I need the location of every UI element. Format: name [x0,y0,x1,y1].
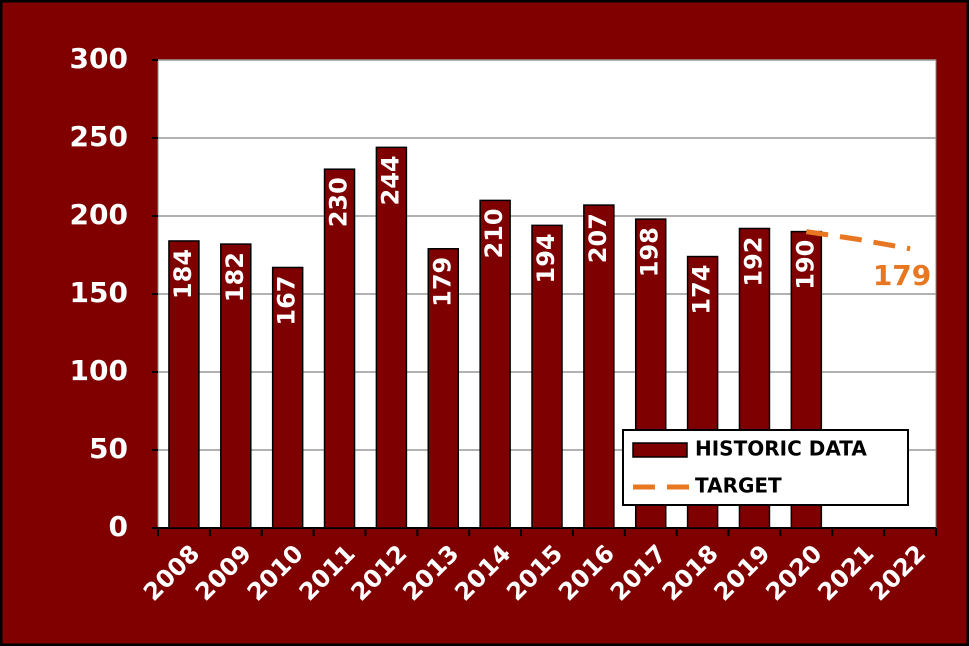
bar-value-label: 174 [688,265,716,315]
y-tick-label: 200 [70,198,128,231]
bar-value-label: 198 [636,227,664,277]
legend-label: TARGET [695,474,782,498]
bar-value-label: 167 [273,275,301,325]
bar-value-label: 192 [739,236,767,286]
bar-value-label: 190 [791,240,819,290]
bar-value-label: 182 [221,252,249,302]
marks [168,146,911,529]
bar [531,224,563,529]
line-value-label: 179 [873,259,931,292]
bar-value-label: 207 [584,213,612,263]
bar-value-label: 244 [376,155,404,205]
y-tick-label: 150 [70,276,128,309]
legend-swatch [632,442,688,458]
y-tick-label: 250 [70,120,128,153]
bar [271,266,304,529]
bar [168,240,200,529]
bar-value-label: 184 [169,249,197,299]
legend-label: HISTORIC DATA [695,437,867,461]
y-tick-label: 50 [89,432,128,465]
y-tick-label: 0 [109,510,128,543]
bar [323,168,356,529]
bar-value-label: 194 [532,233,560,283]
bar [375,146,408,529]
bar [220,243,252,529]
target-line [805,229,911,252]
y-tick-label: 100 [70,354,128,387]
y-tick-label: 300 [70,42,128,75]
bar [583,204,615,529]
bar [427,248,460,529]
legend: HISTORIC DATA TARGET [622,429,909,506]
bar [479,199,511,529]
bar-value-label: 210 [480,208,508,258]
bar-value-label: 230 [325,177,353,227]
bar-value-label: 179 [428,257,456,307]
